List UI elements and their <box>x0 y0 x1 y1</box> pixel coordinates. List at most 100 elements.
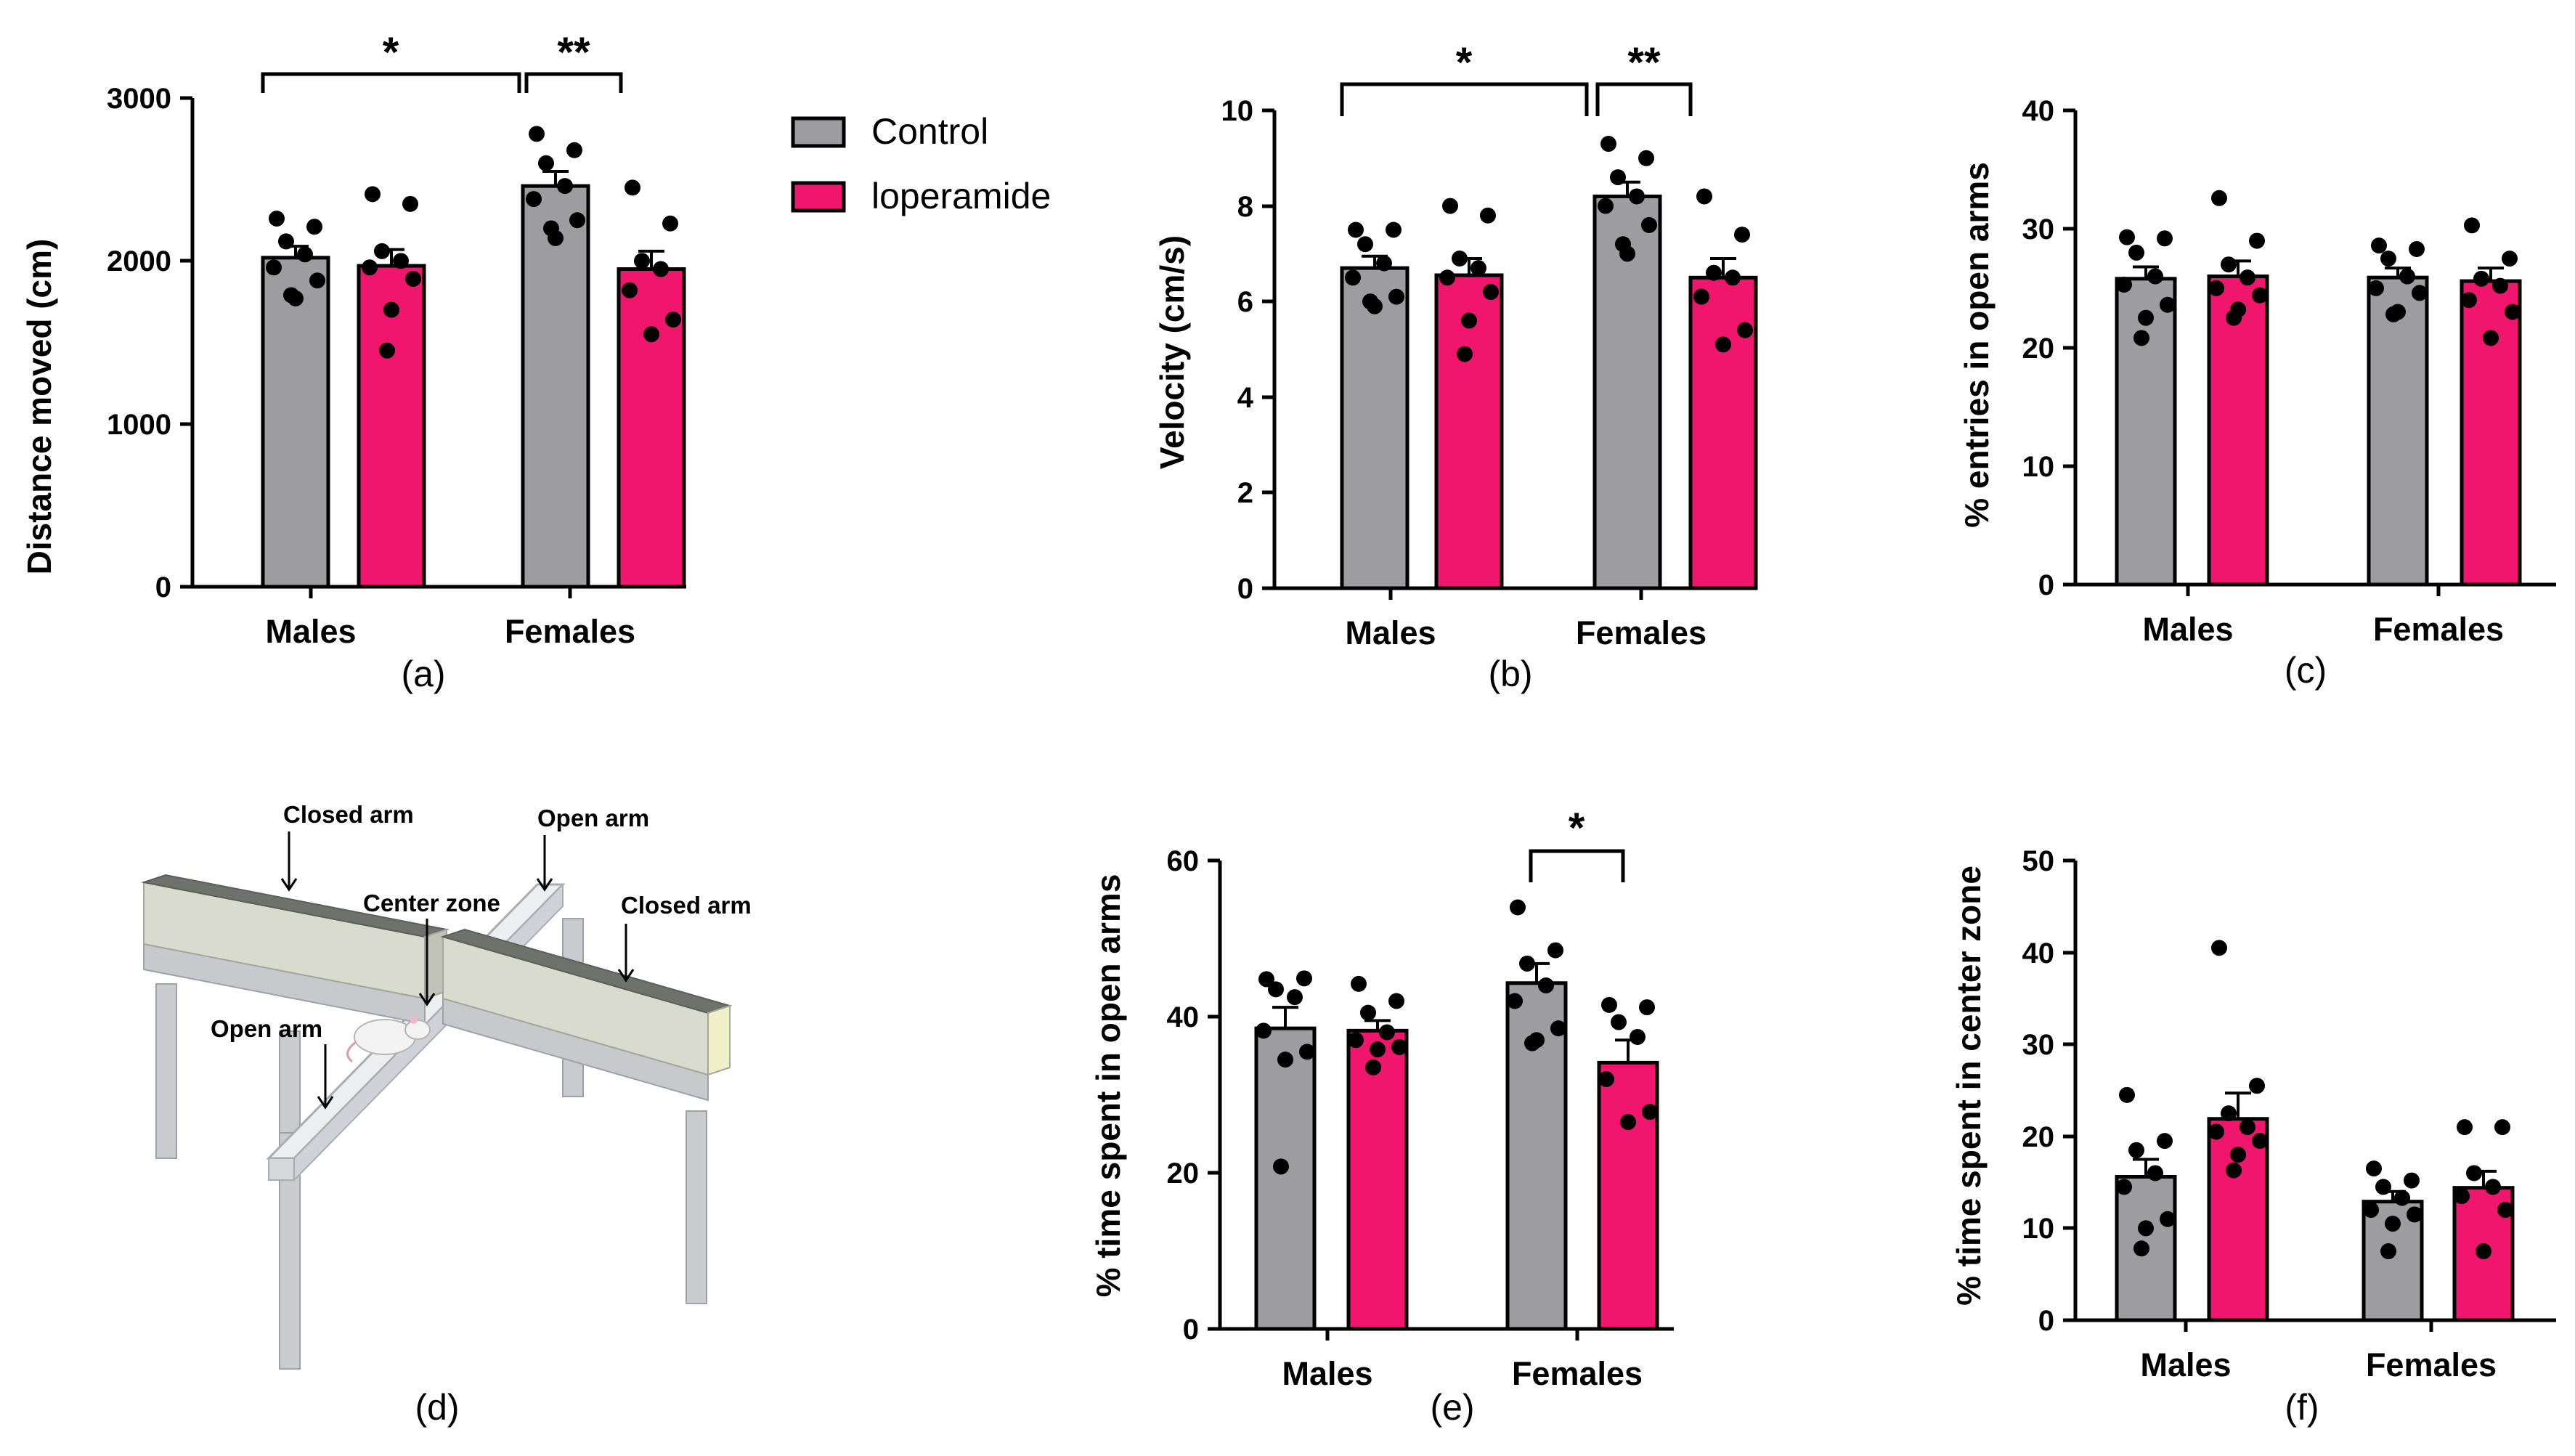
panel-f-ytick-label: 10 <box>2022 1213 2055 1245</box>
datapoint-c-males-control <box>2116 276 2132 293</box>
arrow-icon <box>280 831 298 892</box>
datapoint-f-males-loperamide <box>2230 1147 2246 1163</box>
panel-a-category-females: Females <box>505 613 635 650</box>
datapoint-b-males-control <box>1386 221 1402 238</box>
datapoint-e-females-control <box>1524 1035 1540 1052</box>
rat-illustration <box>346 1017 431 1063</box>
bar-c-females-loperamide <box>2460 279 2522 587</box>
bar-e-males-control <box>1254 1026 1317 1331</box>
datapoint-f-males-loperamide <box>2211 940 2227 956</box>
datapoint-f-males-loperamide <box>2240 1119 2255 1136</box>
datapoint-f-females-control <box>2404 1172 2420 1189</box>
panel-e: % time spent in open arms 0 20 40 60 Mal… <box>1089 805 1674 1428</box>
arrow-icon <box>418 919 436 1006</box>
datapoint-f-males-control <box>2116 1179 2132 1195</box>
datapoint-c-females-loperamide <box>2505 304 2521 320</box>
datapoint-e-males-control <box>1258 971 1274 988</box>
datapoint-f-females-control <box>2385 1216 2401 1232</box>
datapoint-c-females-loperamide <box>2502 251 2518 267</box>
datapoint-a-females-loperamide <box>643 326 659 343</box>
legend-label-control: Control <box>871 111 988 152</box>
datapoint-a-females-control <box>526 191 542 208</box>
bar-b-males-control <box>1340 266 1409 590</box>
bar-c-males-loperamide <box>2207 274 2269 587</box>
datapoint-a-females-control <box>529 126 545 142</box>
datapoint-a-males-loperamide <box>383 301 399 318</box>
datapoint-f-males-control <box>2133 1240 2149 1257</box>
datapoint-f-females-control <box>2375 1179 2391 1195</box>
panel-b: Velocity (cm/s) 0 2 4 6 8 10 Males Femal… <box>1153 39 1758 694</box>
datapoint-c-males-loperamide <box>2240 269 2255 286</box>
panel-a-ytick-label: 3000 <box>107 83 171 115</box>
datapoint-e-females-loperamide <box>1611 1014 1627 1030</box>
arrow-icon <box>536 835 553 892</box>
panel-a-category-males: Males <box>265 613 356 650</box>
datapoint-f-females-control <box>2366 1160 2382 1177</box>
panel-f-ytick-label: 20 <box>2022 1121 2055 1153</box>
panel-a-ytick-label: 2000 <box>107 245 171 277</box>
panel-d: Closed arm Open arm Center zone Closed a… <box>141 801 752 1428</box>
datapoint-a-females-control <box>557 178 573 195</box>
datapoint-b-females-loperamide <box>1706 264 1722 281</box>
datapoint-b-females-control <box>1615 236 1631 253</box>
datapoint-b-males-control <box>1345 269 1361 286</box>
legend-label-loperamide: loperamide <box>871 176 1051 216</box>
panel-a-sig-label: * <box>383 29 399 76</box>
panel-c-ylabel: % entries in open arms <box>1958 162 1996 528</box>
datapoint-b-males-loperamide <box>1439 269 1455 286</box>
panel-b-ylabel-wrap: Velocity (cm/s) <box>1153 235 1191 469</box>
panel-a-ylabel: Distance moved (cm) <box>20 239 58 575</box>
datapoint-e-males-loperamide <box>1351 975 1367 992</box>
datapoint-e-females-loperamide <box>1620 1114 1636 1131</box>
datapoint-b-females-control <box>1641 216 1657 233</box>
datapoint-b-males-loperamide <box>1470 260 1486 277</box>
bar-a-males-loperamide <box>357 264 426 589</box>
panel-f-marks <box>2115 940 2515 1322</box>
datapoint-e-males-control <box>1256 1022 1272 1039</box>
label-center-zone: Center zone <box>363 890 500 916</box>
datapoint-a-males-control <box>306 219 322 235</box>
datapoint-e-males-loperamide <box>1379 1024 1395 1041</box>
legend: Control loperamide <box>791 111 1051 216</box>
panel-b-category-females: Females <box>1576 614 1707 651</box>
panel-f-ylabel-wrap: % time spent in center zone <box>1950 866 1988 1306</box>
datapoint-e-males-loperamide <box>1365 1059 1381 1075</box>
panel-b-ytick-label: 10 <box>1221 95 1254 127</box>
datapoint-e-males-control <box>1273 1158 1289 1175</box>
datapoint-c-females-loperamide <box>2473 270 2489 287</box>
datapoint-e-males-loperamide <box>1348 1032 1364 1049</box>
datapoint-a-females-control <box>569 212 585 229</box>
panel-b-sig-label: ** <box>1627 39 1661 86</box>
legend-swatch-loperamide <box>791 181 846 213</box>
datapoint-f-males-loperamide <box>2208 1123 2224 1140</box>
datapoint-a-females-control <box>538 155 554 171</box>
panel-b-category-males: Males <box>1345 614 1436 651</box>
datapoint-f-females-loperamide <box>2476 1243 2491 1260</box>
datapoint-e-females-control <box>1547 942 1563 959</box>
datapoint-a-females-control <box>543 220 559 237</box>
bar-c-males-control <box>2115 277 2177 587</box>
datapoint-c-females-control <box>2368 280 2384 296</box>
panel-b-ylabel: Velocity (cm/s) <box>1153 235 1191 469</box>
datapoint-f-females-control <box>2407 1206 2423 1223</box>
panel-f-ytick-label: 30 <box>2022 1029 2055 1061</box>
datapoint-c-males-loperamide <box>2249 232 2265 249</box>
datapoint-b-males-loperamide <box>1483 284 1499 301</box>
datapoint-b-females-control <box>1598 198 1614 214</box>
panel-c: % entries in open arms 0 10 20 30 40 Mal… <box>1958 95 2556 691</box>
panel-f-category-females: Females <box>2366 1346 2497 1383</box>
arrow-icon <box>617 924 635 983</box>
datapoint-b-males-control <box>1357 236 1373 253</box>
datapoint-c-males-loperamide <box>2252 287 2268 304</box>
panel-c-ytick-label: 20 <box>2022 333 2055 365</box>
datapoint-a-females-loperamide <box>665 312 681 328</box>
datapoint-a-females-loperamide <box>634 253 650 269</box>
panel-a-ylabel-wrap: Distance moved (cm) <box>20 239 58 575</box>
panel-b-marks <box>1340 136 1758 590</box>
datapoint-e-females-control <box>1510 899 1526 916</box>
datapoint-f-females-control <box>2380 1243 2396 1260</box>
panel-e-ylabel-wrap: % time spent in open arms <box>1089 874 1127 1298</box>
panel-c-ytick-label: 0 <box>2038 569 2054 601</box>
datapoint-f-females-loperamide <box>2497 1202 2513 1219</box>
datapoint-f-females-loperamide <box>2485 1179 2501 1195</box>
